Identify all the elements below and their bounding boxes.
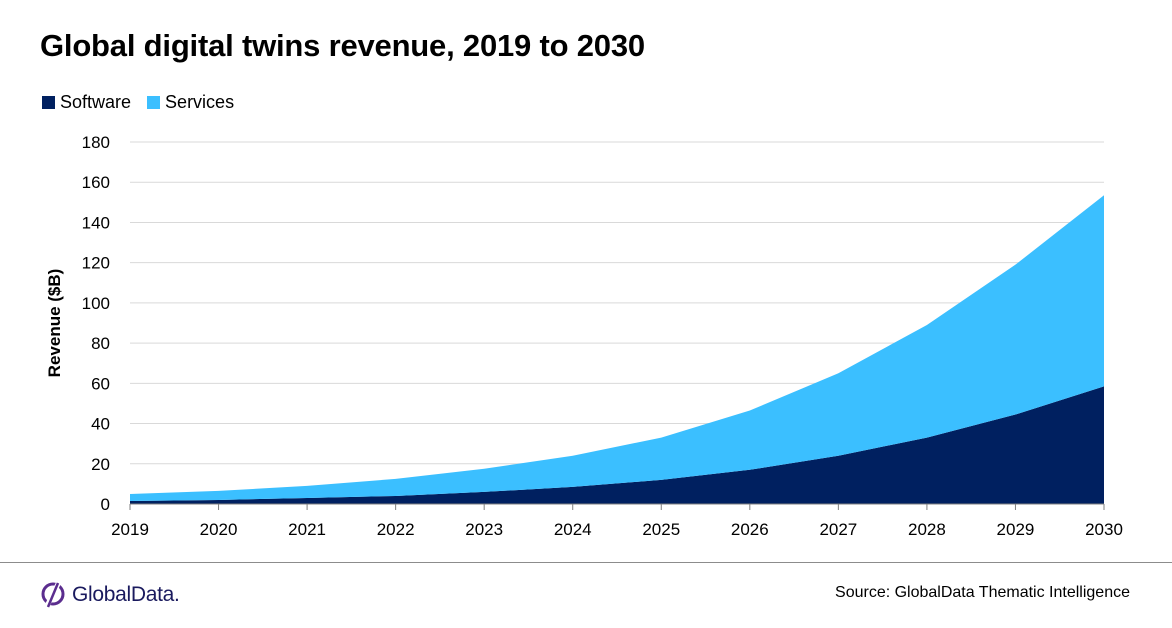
y-tick-label-40: 40 — [91, 415, 110, 434]
x-tick-label-2026: 2026 — [731, 520, 769, 539]
x-tick-label-2024: 2024 — [554, 520, 592, 539]
x-tick-label-2030: 2030 — [1085, 520, 1123, 539]
y-tick-label-120: 120 — [82, 254, 110, 273]
y-tick-label-100: 100 — [82, 294, 110, 313]
x-tick-label-2020: 2020 — [200, 520, 238, 539]
globaldata-logo-icon — [41, 580, 65, 608]
y-tick-label-160: 160 — [82, 173, 110, 192]
x-tick-label-2029: 2029 — [997, 520, 1035, 539]
source-note: Source: GlobalData Thematic Intelligence — [835, 584, 1130, 601]
x-tick-label-2023: 2023 — [465, 520, 503, 539]
y-tick-label-140: 140 — [82, 213, 110, 232]
y-tick-label-60: 60 — [91, 374, 110, 393]
legend-label-software: Software — [60, 92, 132, 112]
legend: Software Services — [42, 92, 250, 113]
y-axis-title: Revenue ($B) — [45, 269, 64, 378]
globaldata-logo: GlobalData. — [40, 580, 180, 610]
legend-item-services: Services — [147, 92, 234, 113]
legend-item-software: Software — [42, 92, 131, 113]
y-tick-label-180: 180 — [82, 133, 110, 152]
x-tick-label-2025: 2025 — [642, 520, 680, 539]
area-software — [130, 386, 1104, 504]
y-tick-label-0: 0 — [101, 495, 110, 514]
logo-text: GlobalData. — [72, 583, 180, 606]
area-services — [130, 195, 1104, 501]
legend-swatch-services — [147, 96, 161, 109]
legend-label-services: Services — [165, 92, 235, 112]
y-tick-label-20: 20 — [91, 455, 110, 474]
chart-title: Global digital twins revenue, 2019 to 20… — [40, 28, 645, 63]
x-tick-label-2019: 2019 — [111, 520, 149, 539]
x-tick-label-2027: 2027 — [819, 520, 857, 539]
x-tick-label-2028: 2028 — [908, 520, 946, 539]
x-tick-label-2021: 2021 — [288, 520, 326, 539]
footer-divider — [0, 562, 1172, 563]
legend-swatch-software — [42, 96, 55, 109]
y-tick-label-80: 80 — [91, 334, 110, 353]
x-tick-label-2022: 2022 — [377, 520, 415, 539]
stacked-area-chart: 0 20 40 60 80 100 120 140 160 180 2019 2020 2021 2022… — [45, 133, 1123, 539]
